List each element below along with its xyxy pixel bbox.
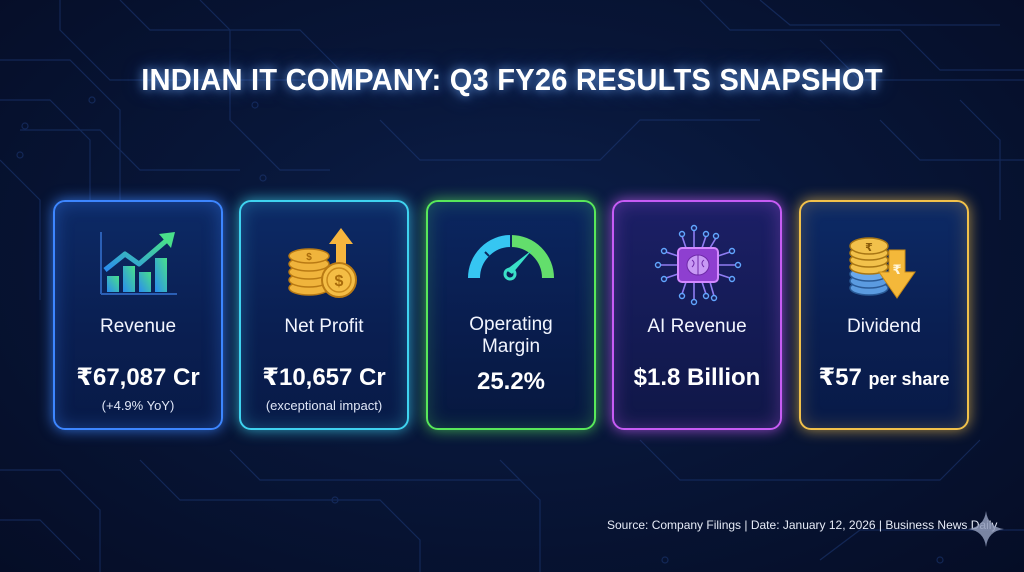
card-label-line1: Operating [469, 314, 553, 335]
page-title: INDIAN IT COMPANY: Q3 FY26 RESULTS SNAPS… [141, 62, 883, 97]
growth-chart-icon [100, 232, 177, 295]
card-subtext: (+4.9% YoY) [101, 398, 175, 413]
gauge-icon [468, 235, 554, 281]
card-label: Operating Margin [428, 314, 594, 358]
card-value-main: ₹57 [818, 364, 862, 391]
card-label: Dividend [847, 316, 921, 337]
card-revenue: Revenue ₹67,087 Cr (+4.9% YoY) [53, 200, 223, 430]
svg-text:$: $ [306, 252, 312, 263]
rupee-coins-down-arrow-icon: ₹ ₹ [849, 237, 916, 299]
svg-text:$: $ [335, 273, 344, 290]
card-label: AI Revenue [647, 316, 747, 337]
metrics-cards: Revenue ₹67,087 Cr (+4.9% YoY) $ $ Net P… [53, 200, 973, 432]
card-value: ₹57 per share [801, 364, 967, 393]
card-ai-revenue: AI Revenue $1.8 Billion [612, 200, 782, 430]
card-value-unit: per share [868, 369, 950, 389]
source-footer: Source: Company Filings | Date: January … [607, 518, 998, 532]
card-value: 25.2% [476, 368, 546, 395]
card-subtext: (exceptional impact) [265, 398, 383, 413]
coins-up-arrow-icon: $ $ [288, 228, 357, 298]
svg-text:₹: ₹ [865, 241, 873, 254]
card-label-line2: Margin [481, 336, 541, 357]
sparkle-icon [968, 511, 1004, 547]
card-value: ₹10,657 Cr [262, 364, 386, 391]
card-net-profit: $ $ Net Profit ₹10,657 Cr (exceptional i… [239, 200, 409, 430]
svg-text:₹: ₹ [892, 263, 901, 278]
card-operating-margin: Operating Margin 25.2% [426, 200, 596, 430]
card-value: ₹67,087 Cr [76, 364, 200, 391]
card-label: Revenue [99, 316, 177, 337]
card-value: $1.8 Billion [633, 364, 761, 391]
card-label: Net Profit [284, 316, 364, 337]
card-dividend: ₹ ₹ Dividend ₹57 per share [799, 200, 969, 430]
ai-chip-brain-icon [654, 224, 742, 306]
